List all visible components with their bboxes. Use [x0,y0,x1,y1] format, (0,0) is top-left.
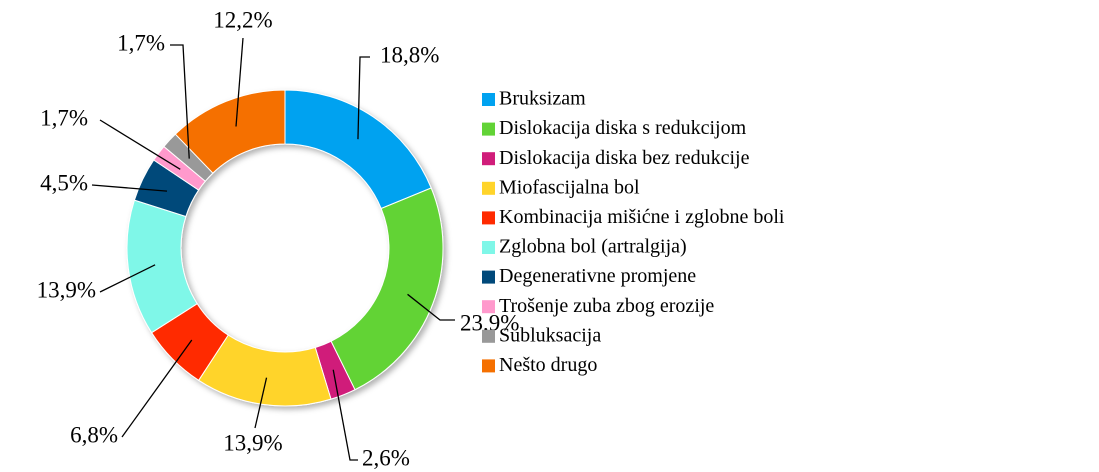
data-label: 4,5% [40,170,88,195]
donut-segment [284,89,432,210]
leader-line [91,184,168,192]
data-label: 2,6% [362,445,410,470]
legend-label: Trošenje zuba zbog erozije [499,295,714,317]
leader-line [357,56,370,140]
legend-swatch [482,241,495,254]
legend-label: Kombinacija mišićne i zglobne boli [499,206,785,228]
data-label: 18,8% [380,42,439,67]
legend-label: Zglobna bol (artralgija) [499,236,687,258]
legend-label: Degenerativne promjene [499,265,696,287]
donut [126,89,444,407]
data-label: 1,7% [40,105,88,130]
legend-swatch [482,152,495,166]
leader-line [121,339,193,438]
legend-label: Subluksacija [499,324,601,346]
leader-line [170,44,190,159]
legend-label: Dislokacija diska s redukcijom [499,117,747,139]
legend-swatch [482,211,495,225]
legend-swatch [482,181,495,195]
data-label: 12,2% [213,7,272,32]
data-label: 6,8% [70,422,118,447]
legend-label: Miofascijalna bol [499,176,640,198]
legend-swatch [482,93,495,106]
legend-label: Dislokacija diska bez redukcije [499,147,750,169]
legend-swatch [482,359,495,373]
legend-swatch [482,329,495,343]
leader-line [99,119,181,170]
donut-segment [174,89,286,174]
data-label: 13,9% [37,277,96,302]
legend-swatch [482,270,495,284]
leader-line [99,264,156,293]
data-label: 1,7% [117,30,165,55]
legend-swatch [482,122,495,136]
donut-segment [330,187,444,391]
leader-line [254,377,268,429]
leader-line [235,37,244,127]
legend-swatch [482,300,495,314]
legend-label: Nešto drugo [499,354,597,376]
leader-line [407,293,455,321]
leader-line [332,369,358,461]
data-label: 13,9% [223,430,282,455]
legend-label: Bruksizam [499,88,586,110]
